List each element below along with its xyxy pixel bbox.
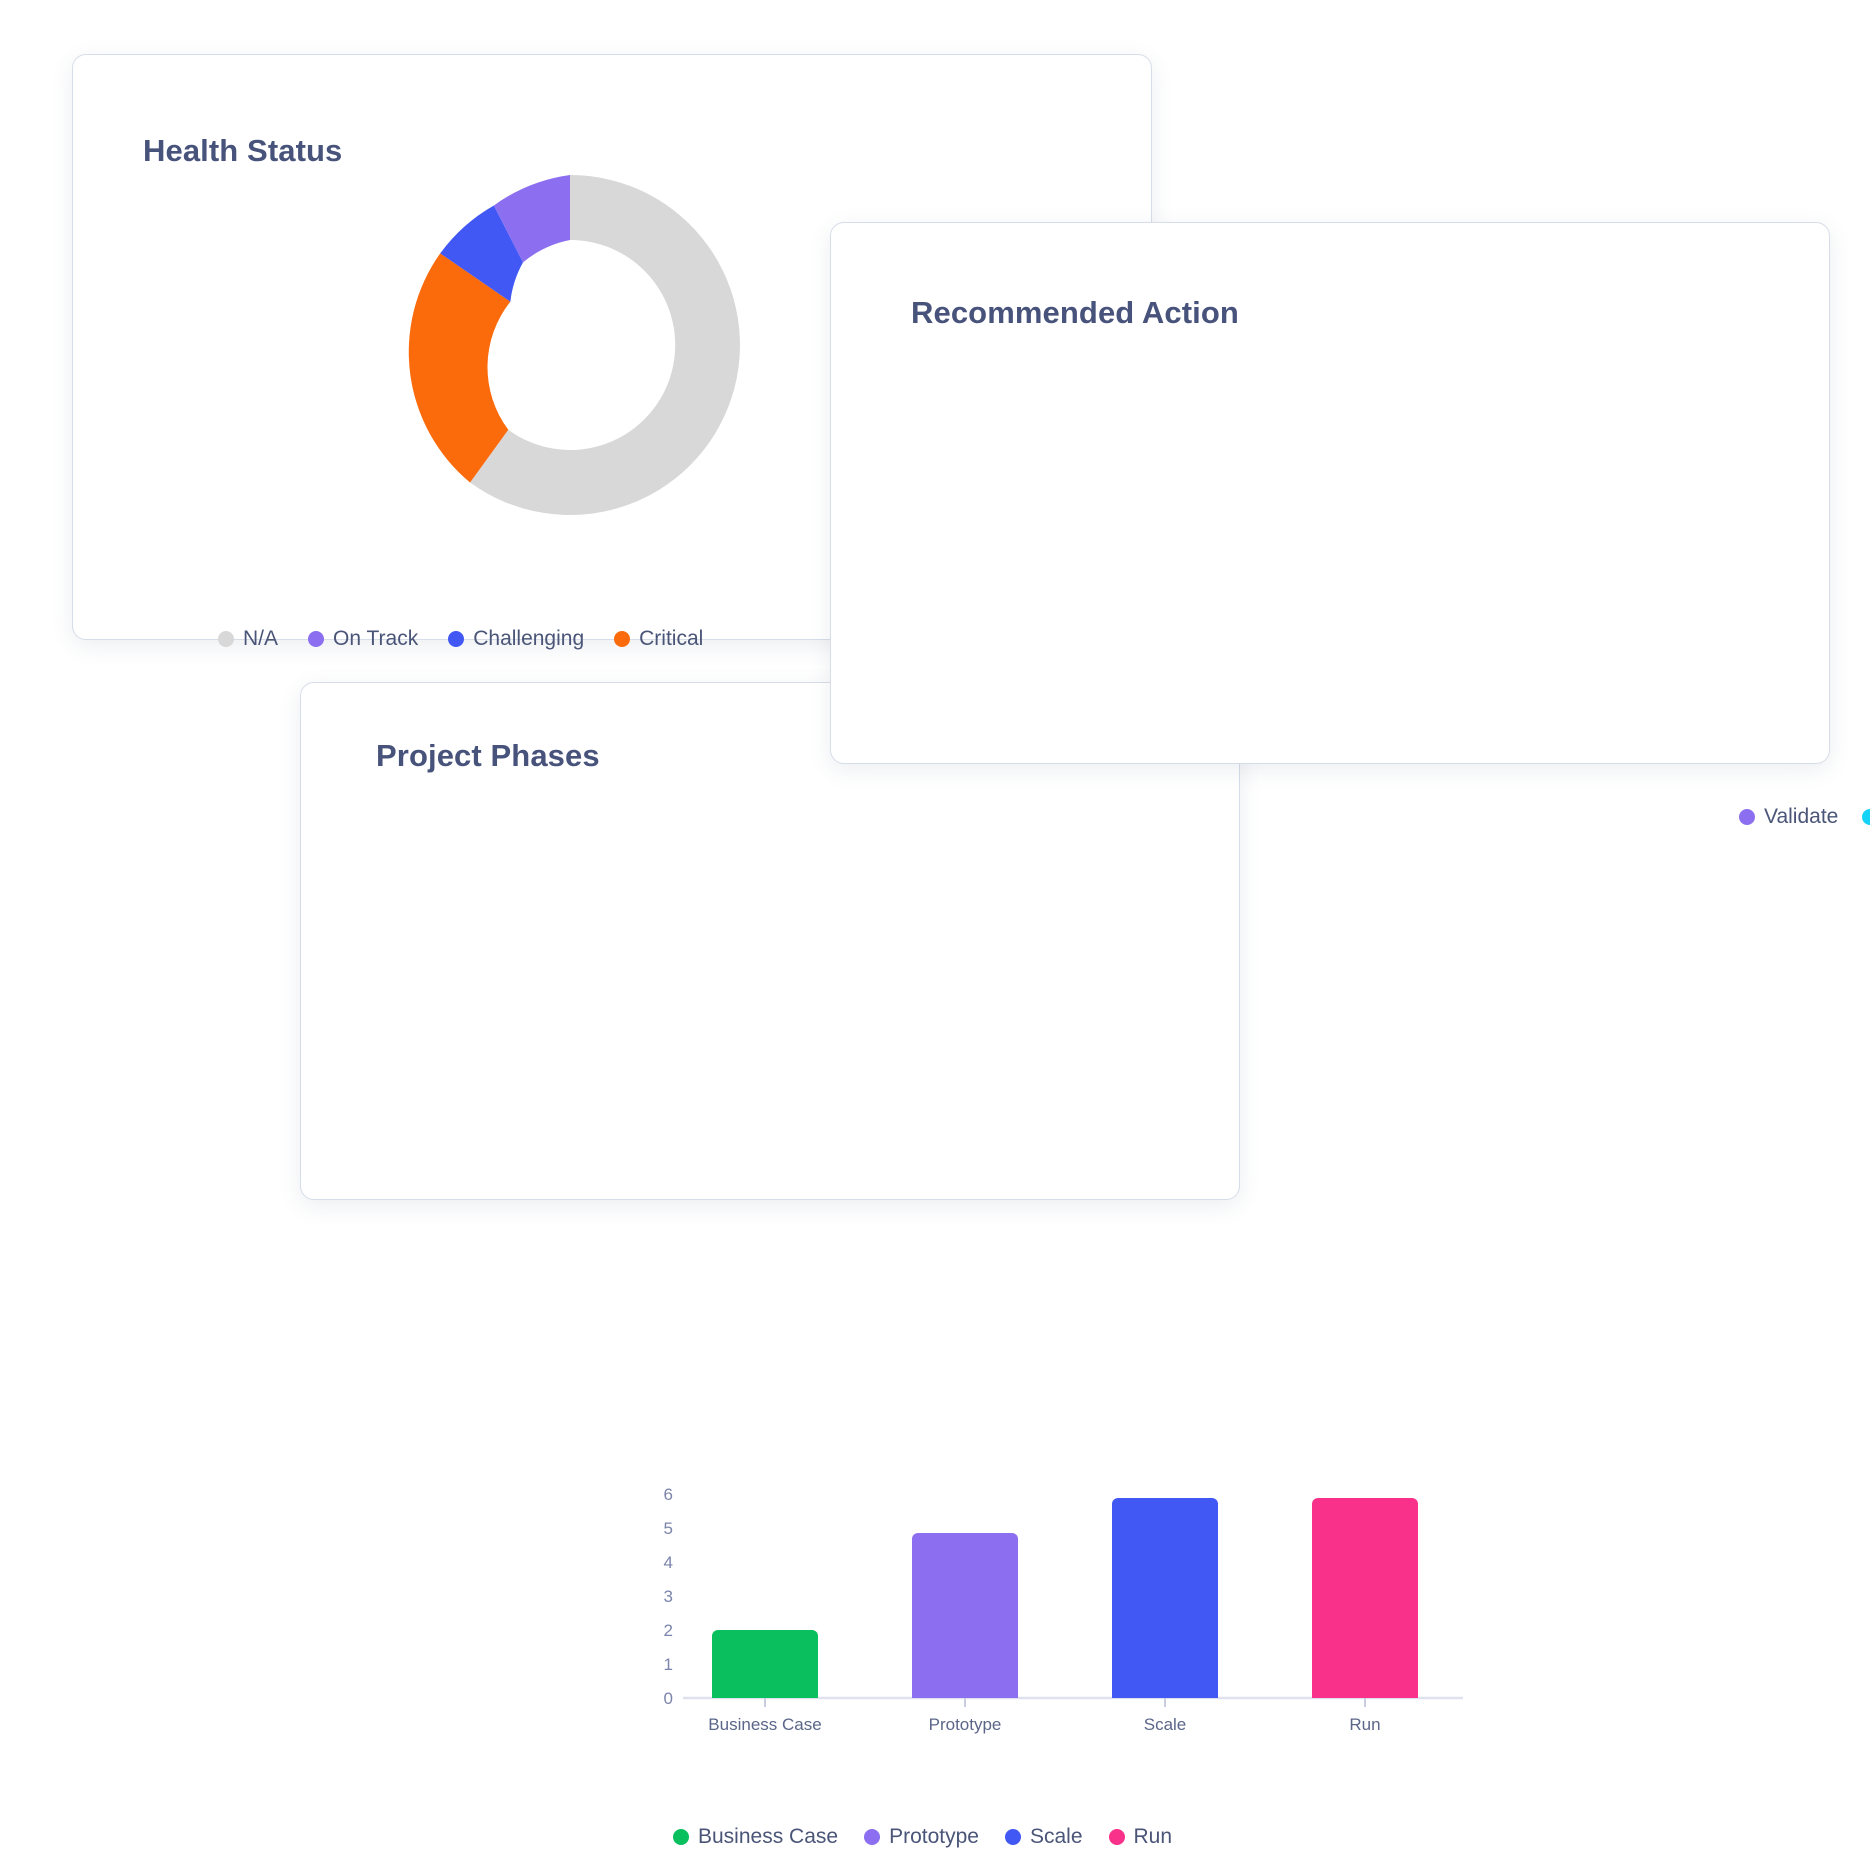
health-status-legend: N/A On Track Challenging Critical: [218, 627, 703, 651]
legend-label-challenging: Challenging: [473, 627, 585, 650]
legend-dot-business-case: [673, 1829, 689, 1845]
legend-dot-on-track: [308, 631, 325, 647]
y-tick-4: 4: [664, 1553, 673, 1572]
y-tick-5: 5: [664, 1519, 673, 1538]
legend-label-on-track: On Track: [333, 627, 419, 650]
legend-dot-prototype: [864, 1829, 881, 1845]
y-tick-0: 0: [664, 1689, 673, 1708]
bar-run[interactable]: [1312, 1498, 1418, 1698]
legend-dot-na: [218, 631, 234, 647]
x-label-scale: Scale: [1144, 1715, 1187, 1734]
legend-item-na[interactable]: N/A: [218, 627, 278, 651]
project-phases-legend: Business Case Prototype Scale Run: [673, 1825, 1172, 1849]
dashboard-canvas: Health Status N/A On Track Challenging: [72, 54, 1870, 1848]
legend-label-validate: Validate: [1764, 805, 1839, 828]
legend-label-critical: Critical: [639, 627, 704, 650]
recommended-action-title: Recommended Action: [911, 295, 1239, 330]
donut-slice-challenging[interactable]: [440, 205, 524, 302]
legend-label-business-case: Business Case: [698, 1825, 839, 1848]
legend-dot-validate: [1739, 809, 1755, 825]
legend-item-validate[interactable]: Validate: [1739, 805, 1838, 829]
legend-item-run-phase[interactable]: Run: [1108, 1825, 1173, 1849]
legend-dot-challenging: [448, 631, 465, 647]
bar-scale[interactable]: [1112, 1498, 1218, 1698]
legend-label-run-phase: Run: [1133, 1825, 1173, 1848]
legend-dot-critical: [614, 631, 631, 647]
x-label-run: Run: [1349, 1715, 1380, 1734]
y-tick-2: 2: [664, 1621, 673, 1640]
card-recommended-action[interactable]: Recommended Action Validate Park Act: [830, 222, 1870, 828]
donut-slice-na[interactable]: [470, 175, 740, 515]
x-label-prototype: Prototype: [929, 1715, 1002, 1734]
legend-item-business-case[interactable]: Business Case: [673, 1825, 838, 1849]
health-status-donut-chart: [408, 175, 740, 515]
recommended-action-legend: Validate Park Act Run: [1739, 805, 1870, 829]
legend-dot-run-phase: [1108, 1829, 1125, 1845]
y-tick-3: 3: [664, 1587, 673, 1606]
x-label-business-case: Business Case: [708, 1715, 821, 1734]
legend-item-scale[interactable]: Scale: [1004, 1825, 1083, 1849]
legend-item-park[interactable]: Park: [1862, 805, 1870, 829]
legend-item-challenging[interactable]: Challenging: [448, 627, 584, 651]
legend-item-on-track[interactable]: On Track: [308, 627, 418, 651]
project-phases-title: Project Phases: [376, 738, 600, 773]
donut-slice-critical[interactable]: [408, 253, 511, 483]
y-tick-6: 6: [664, 1485, 673, 1504]
legend-item-prototype[interactable]: Prototype: [864, 1825, 979, 1849]
project-phases-bar-chart: 6 5 4 3 2 1 0 Business Case Prototype Sc…: [664, 1485, 1463, 1734]
donut-slice-on-track[interactable]: [493, 175, 570, 263]
bar-prototype[interactable]: [912, 1533, 1018, 1698]
legend-label-na: N/A: [243, 627, 279, 650]
legend-dot-scale: [1004, 1829, 1021, 1845]
legend-label-scale: Scale: [1029, 1825, 1083, 1848]
legend-label-prototype: Prototype: [889, 1825, 979, 1848]
bar-business-case[interactable]: [712, 1630, 818, 1698]
y-tick-1: 1: [664, 1655, 673, 1674]
legend-dot-park: [1862, 809, 1870, 825]
health-status-title: Health Status: [143, 133, 343, 168]
legend-item-critical[interactable]: Critical: [614, 627, 703, 651]
